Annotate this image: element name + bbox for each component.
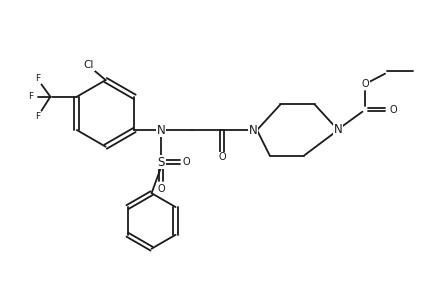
- Text: S: S: [157, 156, 165, 169]
- Text: F: F: [36, 74, 41, 83]
- Text: O: O: [219, 152, 226, 162]
- Text: N: N: [334, 123, 342, 136]
- Text: F: F: [28, 92, 33, 101]
- Text: O: O: [157, 184, 165, 193]
- Text: O: O: [390, 105, 397, 115]
- Text: O: O: [361, 79, 369, 89]
- Text: O: O: [183, 157, 190, 167]
- Text: N: N: [249, 123, 257, 137]
- Text: Cl: Cl: [83, 60, 94, 70]
- Text: N: N: [157, 123, 165, 137]
- Text: F: F: [36, 112, 41, 121]
